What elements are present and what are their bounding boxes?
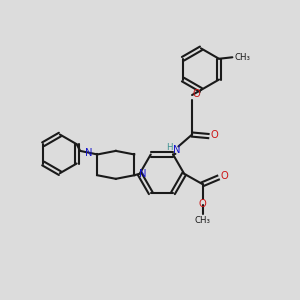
Text: H: H	[166, 142, 172, 152]
Text: O: O	[211, 130, 218, 140]
Text: O: O	[193, 89, 201, 100]
Text: CH₃: CH₃	[235, 53, 251, 62]
Text: N: N	[173, 145, 180, 155]
Text: N: N	[85, 148, 93, 158]
Text: O: O	[199, 199, 206, 209]
Text: N: N	[139, 169, 146, 179]
Text: CH₃: CH₃	[195, 216, 211, 225]
Text: O: O	[220, 172, 228, 182]
